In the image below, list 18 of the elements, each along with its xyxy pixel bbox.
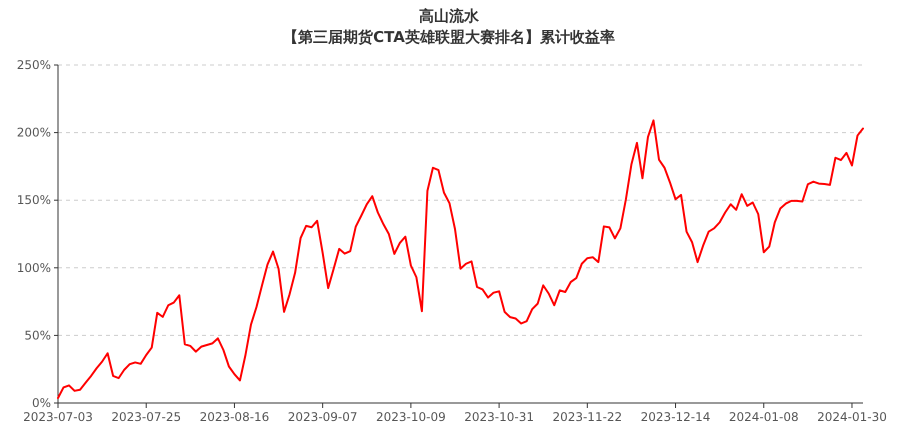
x-tick-label: 2024-01-30 xyxy=(817,410,887,424)
y-tick-label: 150% xyxy=(16,193,51,208)
y-tick-label: 50% xyxy=(24,328,51,342)
x-tick-label: 2024-01-08 xyxy=(728,410,799,424)
y-tick-label: 0% xyxy=(32,396,51,410)
x-tick-label: 2023-12-14 xyxy=(640,410,710,424)
x-tick-label: 2023-10-09 xyxy=(376,410,446,424)
y-tick-label: 100% xyxy=(16,260,51,275)
x-tick-label: 2023-10-31 xyxy=(464,410,534,424)
chart-subtitle: 【第三届期货CTA英雄联盟大赛排名】累计收益率 xyxy=(283,28,615,46)
x-tick-label: 2023-07-25 xyxy=(111,410,182,424)
y-tick-label: 250% xyxy=(16,58,51,72)
x-tick-label: 2023-11-22 xyxy=(552,410,622,424)
x-tick-label: 2023-09-07 xyxy=(288,410,358,424)
x-tick-label: 2023-08-16 xyxy=(200,410,270,424)
y-tick-label: 200% xyxy=(16,126,51,140)
chart-title: 高山流水 xyxy=(419,7,480,25)
x-tick-label: 2023-07-03 xyxy=(23,410,93,424)
